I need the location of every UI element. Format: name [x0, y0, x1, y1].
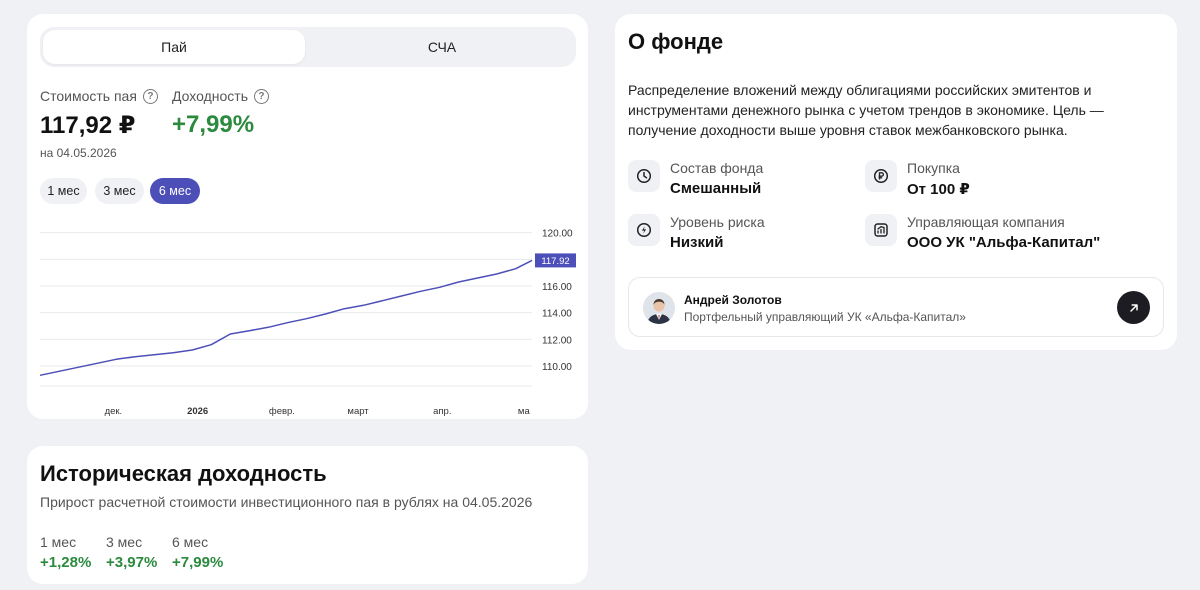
- yield-value: +7,99%: [172, 111, 255, 138]
- chart-mode-switch: Пай СЧА: [40, 27, 576, 67]
- price-date: на 04.05.2026: [40, 146, 117, 160]
- chart-card: Пай СЧА Стоимость пая ? 117,92 ₽ на 04.0…: [27, 14, 588, 419]
- yield-block: Доходность ? +7,99%: [172, 88, 269, 139]
- open-manager-button[interactable]: [1117, 291, 1150, 324]
- ruble-coin-icon: [865, 160, 897, 192]
- feature-purchase: Покупка От 100 ₽: [865, 160, 970, 198]
- lightning-icon: [628, 214, 660, 246]
- avatar: [643, 292, 675, 324]
- x-tick-label: февр.: [269, 406, 295, 417]
- manager-name: Андрей Золотов: [684, 293, 782, 307]
- history-subtitle: Прирост расчетной стоимости инвестиционн…: [40, 494, 533, 510]
- history-item-1m: 1 мес +1,28%: [40, 534, 91, 571]
- price-label: Стоимость пая: [40, 88, 137, 104]
- history-period: 3 мес: [106, 534, 143, 550]
- history-title: Историческая доходность: [40, 461, 327, 486]
- question-icon[interactable]: ?: [142, 88, 158, 104]
- current-value-label: 117.92: [541, 256, 569, 267]
- x-tick-label: ма: [518, 406, 531, 417]
- arrow-up-right-icon: [1129, 303, 1138, 312]
- about-card: О фонде Распределение вложений между обл…: [615, 14, 1177, 350]
- y-tick-label: 116.00: [542, 282, 572, 293]
- feature-label: Состав фонда: [670, 160, 764, 176]
- price-label-row: Стоимость пая ?: [40, 88, 158, 104]
- question-icon[interactable]: ?: [253, 88, 269, 104]
- feature-value: Смешанный: [670, 180, 762, 197]
- x-tick-label: дек.: [105, 406, 123, 417]
- y-tick-label: 120.00: [542, 229, 573, 240]
- feature-label: Управляющая компания: [907, 214, 1065, 230]
- feature-value: От 100 ₽: [907, 181, 970, 198]
- tab-pai[interactable]: Пай: [43, 30, 305, 64]
- feature-value: ООО УК "Альфа-Капитал": [907, 234, 1101, 251]
- price-value: 117,92 ₽: [40, 112, 136, 139]
- y-tick-label: 112.00: [542, 335, 572, 346]
- y-tick-label: 110.00: [542, 362, 572, 373]
- period-3m-button[interactable]: 3 мес: [95, 178, 144, 204]
- price-block: Стоимость пая ? 117,92 ₽ на 04.05.2026: [40, 88, 158, 160]
- history-value: +7,99%: [172, 554, 224, 571]
- history-value: +3,97%: [106, 554, 158, 571]
- history-period: 1 мес: [40, 534, 77, 550]
- about-description: Распределение вложений между облигациями…: [628, 82, 1104, 138]
- series-line: [39, 259, 533, 377]
- feature-risk: Уровень риска Низкий: [628, 214, 765, 251]
- yield-label: Доходность: [172, 88, 248, 104]
- manager-card[interactable]: Андрей Золотов Портфельный управляющий У…: [628, 277, 1164, 337]
- price-chart: 110.00112.00114.00116.00118.00120.00дек.…: [39, 229, 576, 417]
- feature-value: Низкий: [670, 234, 724, 251]
- about-title: О фонде: [628, 29, 724, 54]
- clock-icon: [628, 160, 660, 192]
- tab-scha[interactable]: СЧА: [427, 39, 457, 55]
- y-tick-label: 114.00: [542, 309, 572, 320]
- x-tick-label: 2026: [187, 406, 208, 417]
- history-item-3m: 3 мес +3,97%: [106, 534, 157, 571]
- current-value-marker: [535, 253, 576, 268]
- period-6m-button[interactable]: 6 мес: [150, 178, 200, 204]
- chart-growth-icon: [865, 214, 897, 246]
- history-period: 6 мес: [172, 534, 209, 550]
- yield-label-row: Доходность ?: [172, 88, 269, 104]
- manager-role: Портфельный управляющий УК «Альфа-Капита…: [684, 310, 966, 324]
- period-1m-button[interactable]: 1 мес: [40, 178, 87, 204]
- history-item-6m: 6 мес +7,99%: [172, 534, 223, 571]
- feature-label: Покупка: [907, 160, 960, 176]
- feature-label: Уровень риска: [670, 214, 765, 230]
- x-tick-label: март: [347, 406, 369, 417]
- x-tick-label: апр.: [433, 406, 451, 417]
- feature-management-company: Управляющая компания ООО УК "Альфа-Капит…: [865, 214, 1100, 251]
- history-card: Историческая доходность Прирост расчетно…: [27, 446, 588, 584]
- feature-composition: Состав фонда Смешанный: [628, 160, 763, 197]
- history-value: +1,28%: [40, 554, 92, 571]
